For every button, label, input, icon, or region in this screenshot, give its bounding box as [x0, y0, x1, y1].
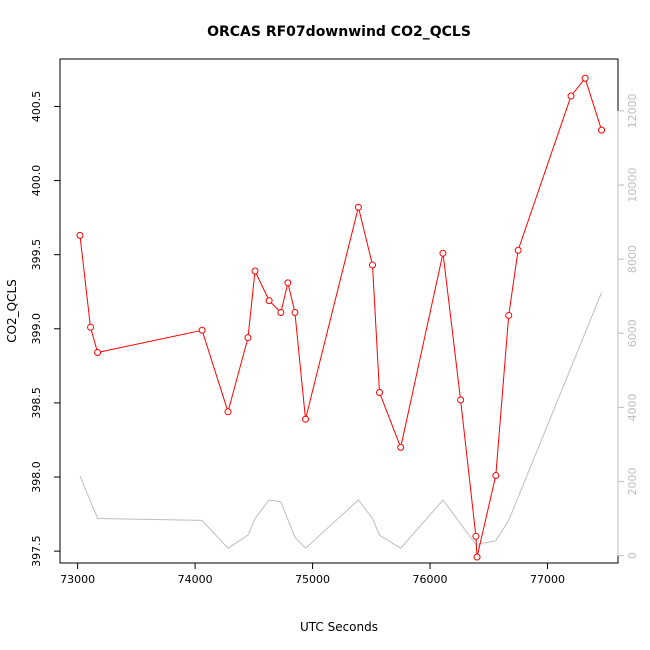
co2-data-point [224, 408, 232, 416]
y-axis-label: CO2_QCLS [5, 279, 19, 343]
co2-data-point [76, 231, 84, 239]
y2-tick-label: 6000 [626, 319, 639, 347]
co2-data-point [473, 553, 481, 561]
chart-title: ORCAS RF07downwind CO2_QCLS [207, 24, 471, 40]
co2-data-point [376, 389, 384, 397]
co2-data-point [198, 326, 206, 334]
co2-data-point [302, 415, 310, 423]
co2-data-point [94, 349, 102, 357]
co2-data-point [439, 249, 447, 257]
co2-data-point [368, 261, 376, 269]
y2-tick-label: 4000 [626, 393, 639, 421]
co2-data-point [87, 323, 95, 331]
y2-tick-label: 2000 [626, 467, 639, 495]
co2-data-point [514, 246, 522, 254]
x-tick-label: 77000 [530, 573, 565, 586]
y-tick-label: 399.0 [30, 313, 43, 345]
co2-data-point [457, 396, 465, 404]
series-layer [76, 74, 606, 561]
co2-data-point [581, 74, 589, 82]
y-tick-label: 400.0 [30, 165, 43, 197]
x-tick-label: 76000 [413, 573, 448, 586]
co2-data-point [492, 472, 500, 480]
co2-data-point [354, 203, 362, 211]
co2-data-point [567, 92, 575, 100]
x-axis-label: UTC Seconds [300, 620, 378, 634]
co2-data-point [265, 297, 273, 305]
co2-data-point [291, 308, 299, 316]
y-tick-label: 399.5 [30, 239, 43, 271]
co2-data-point [277, 308, 285, 316]
co2-series-line [79, 77, 603, 558]
x-tick-label: 73000 [60, 573, 95, 586]
altitude-series-line [79, 292, 603, 549]
y2-axis: 0 2000 4000 6000 8000 10000 12000 [617, 93, 639, 559]
y-tick-label: 397.5 [30, 535, 43, 567]
co2-data-point [244, 334, 252, 342]
co2-data-point [284, 279, 292, 287]
x-axis: 73000 74000 75000 76000 77000 [60, 562, 565, 586]
plot-frame [59, 58, 619, 564]
y-tick-label: 400.5 [30, 91, 43, 123]
y-tick-label: 398.5 [30, 387, 43, 419]
co2-data-point [598, 126, 606, 134]
y-tick-label: 398.0 [30, 461, 43, 493]
co2-data-point [397, 443, 405, 451]
y2-tick-label: 0 [626, 552, 639, 559]
x-tick-label: 74000 [178, 573, 213, 586]
y2-tick-label: 12000 [626, 93, 639, 128]
co2-data-point [472, 532, 480, 540]
y-axis: 397.5 398.0 398.5 399.0 399.5 400.0 400.5 [30, 91, 61, 567]
co2-data-point [505, 311, 513, 319]
co2-data-point [251, 267, 259, 275]
x-tick-label: 75000 [295, 573, 330, 586]
y2-tick-label: 10000 [626, 168, 639, 203]
y2-tick-label: 8000 [626, 245, 639, 273]
